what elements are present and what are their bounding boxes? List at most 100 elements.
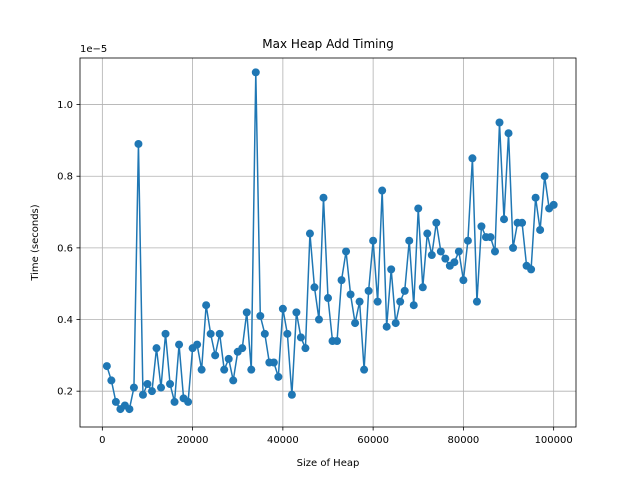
data-point [490, 247, 499, 256]
data-point [319, 193, 328, 202]
data-point [549, 200, 558, 209]
data-point [500, 215, 509, 224]
data-point [364, 286, 373, 295]
data-point [170, 397, 179, 406]
data-point [495, 118, 504, 127]
data-point [400, 286, 409, 295]
data-point [310, 283, 319, 292]
data-point [147, 387, 156, 396]
data-point [536, 225, 545, 234]
data-point [396, 297, 405, 306]
data-point [292, 308, 301, 317]
y-tick-label: 0.8 [57, 172, 73, 183]
data-point [157, 383, 166, 392]
data-point [242, 308, 251, 317]
data-point [193, 340, 202, 349]
data-point [423, 229, 432, 238]
y-tick-label: 0.4 [57, 315, 73, 326]
data-point [454, 247, 463, 256]
data-point [527, 265, 536, 274]
y-axis-label: Time (seconds) [30, 204, 41, 281]
data-point [260, 329, 269, 338]
series-layer [102, 68, 558, 414]
data-point [175, 340, 184, 349]
data-point [382, 322, 391, 331]
x-axis-label: Size of Heap [297, 458, 360, 469]
data-point [166, 380, 175, 389]
data-point [463, 236, 472, 245]
data-point [278, 304, 287, 313]
data-point [504, 129, 513, 138]
data-point [152, 344, 161, 353]
y-offset-label: 1e−5 [80, 44, 107, 55]
data-point [472, 297, 481, 306]
data-point [220, 365, 229, 374]
data-point [274, 372, 283, 381]
y-tick-label: 1.0 [57, 100, 73, 111]
data-point [355, 297, 364, 306]
data-point [102, 362, 111, 371]
data-point [229, 376, 238, 385]
data-point [287, 390, 296, 399]
data-point [540, 172, 549, 181]
data-point [369, 236, 378, 245]
x-tick-label: 60000 [357, 435, 389, 446]
chart-title: Max Heap Add Timing [262, 37, 393, 51]
data-point [450, 258, 459, 267]
series-line [106, 71, 555, 410]
y-tick-label: 0.2 [57, 387, 73, 398]
data-point [202, 301, 211, 310]
data-point [125, 405, 134, 414]
data-point [378, 186, 387, 195]
data-point [333, 337, 342, 346]
x-tick-label: 20000 [177, 435, 209, 446]
axis-ticks: 0 20000 40000 60000 80000 100000 0.2 0.4 0.6 0.8 1… [57, 100, 573, 446]
x-tick-label: 80000 [447, 435, 479, 446]
data-point [301, 344, 310, 353]
data-point [256, 311, 265, 320]
data-point [107, 376, 116, 385]
data-point [314, 315, 323, 324]
data-point [143, 380, 152, 389]
data-point [373, 297, 382, 306]
data-point [346, 290, 355, 299]
data-point [134, 139, 143, 148]
data-point [509, 243, 518, 252]
data-point [305, 229, 314, 238]
data-point [405, 236, 414, 245]
data-point [409, 301, 418, 310]
data-point [459, 276, 468, 285]
data-point [337, 276, 346, 285]
data-point [441, 254, 450, 263]
data-point [351, 319, 360, 328]
data-point [283, 329, 292, 338]
data-point [432, 218, 441, 227]
data-point [129, 383, 138, 392]
data-point [391, 319, 400, 328]
data-point [224, 354, 233, 363]
y-tick-label: 0.6 [57, 243, 73, 254]
data-point [342, 247, 351, 256]
data-point [215, 329, 224, 338]
x-tick-label: 0 [99, 435, 105, 446]
data-point [414, 204, 423, 213]
data-point [360, 365, 369, 374]
data-point [468, 154, 477, 163]
data-point [418, 283, 427, 292]
data-point [251, 68, 260, 77]
data-point [161, 329, 170, 338]
data-point [427, 251, 436, 260]
data-point [184, 397, 193, 406]
data-point [518, 218, 527, 227]
data-point [111, 397, 120, 406]
data-point [486, 233, 495, 242]
plot-frame [79, 57, 577, 428]
data-point [387, 265, 396, 274]
data-point [247, 365, 256, 374]
data-point [211, 351, 220, 360]
data-point [197, 365, 206, 374]
x-tick-label: 100000 [535, 435, 573, 446]
data-point [436, 247, 445, 256]
data-point [269, 358, 278, 367]
